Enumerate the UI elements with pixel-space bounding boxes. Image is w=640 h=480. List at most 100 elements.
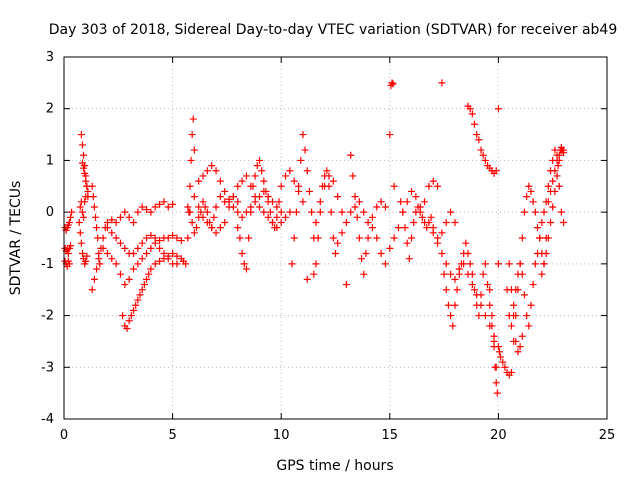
- data-point: [82, 193, 90, 201]
- data-point: [130, 250, 138, 258]
- data-point: [190, 229, 198, 237]
- data-point: [381, 260, 389, 268]
- data-point: [83, 252, 91, 260]
- data-point: [292, 208, 300, 216]
- data-point: [347, 208, 355, 216]
- data-point: [116, 213, 124, 221]
- data-point: [184, 234, 192, 242]
- data-point: [260, 177, 268, 185]
- data-point: [121, 208, 129, 216]
- data-point: [99, 234, 107, 242]
- data-point: [301, 146, 309, 154]
- data-point: [188, 131, 196, 139]
- data-point: [501, 363, 509, 371]
- data-point: [190, 146, 198, 154]
- data-point: [538, 218, 546, 226]
- data-point: [531, 208, 539, 216]
- data-point: [464, 250, 472, 258]
- data-point: [65, 260, 73, 268]
- data-point: [275, 198, 283, 206]
- data-point: [403, 198, 411, 206]
- data-point: [145, 270, 153, 278]
- data-point: [221, 187, 229, 195]
- data-point: [156, 244, 164, 252]
- data-point: [297, 156, 305, 164]
- data-point: [143, 250, 151, 258]
- y-tick-label: 2: [46, 102, 54, 117]
- data-point: [466, 260, 474, 268]
- data-point: [125, 275, 133, 283]
- data-point: [189, 115, 197, 123]
- data-point: [182, 260, 190, 268]
- x-axis-label: GPS time / hours: [276, 458, 393, 474]
- data-point: [364, 218, 372, 226]
- data-point: [507, 286, 515, 294]
- data-point: [560, 149, 568, 157]
- data-point: [132, 301, 140, 309]
- data-point: [234, 182, 242, 190]
- data-point: [203, 167, 211, 175]
- data-point: [516, 343, 524, 351]
- data-point: [305, 187, 313, 195]
- plot-frame: [63, 56, 608, 420]
- data-point: [327, 208, 335, 216]
- data-point: [397, 198, 405, 206]
- data-point: [421, 198, 429, 206]
- data-point: [471, 120, 479, 128]
- x-tick-label: 25: [599, 428, 616, 443]
- data-point: [494, 343, 502, 351]
- data-point: [440, 270, 448, 278]
- data-point: [290, 177, 298, 185]
- data-point: [299, 198, 307, 206]
- data-point: [540, 208, 548, 216]
- data-point: [76, 229, 84, 237]
- data-point: [125, 317, 133, 325]
- data-point: [138, 255, 146, 263]
- data-point: [505, 260, 513, 268]
- data-point: [112, 234, 120, 242]
- data-point: [457, 260, 465, 268]
- data-point: [242, 172, 250, 180]
- data-point: [544, 182, 552, 190]
- data-point: [116, 239, 124, 247]
- data-point: [64, 250, 72, 258]
- data-point: [523, 193, 531, 201]
- x-tick-label: 20: [490, 428, 507, 443]
- data-point: [242, 265, 250, 273]
- data-point: [225, 203, 233, 211]
- data-point: [234, 208, 242, 216]
- y-tick-label: -1: [41, 257, 54, 272]
- data-point: [299, 131, 307, 139]
- data-point: [197, 208, 205, 216]
- data-point: [82, 257, 90, 265]
- data-point: [186, 182, 194, 190]
- data-point: [112, 260, 120, 268]
- data-point: [444, 301, 452, 309]
- data-point: [216, 224, 224, 232]
- data-point: [82, 177, 90, 185]
- data-point: [316, 198, 324, 206]
- data-point: [290, 234, 298, 242]
- data-point: [477, 146, 485, 154]
- data-point: [525, 182, 533, 190]
- data-point: [316, 208, 324, 216]
- x-tick-label: 5: [168, 428, 176, 443]
- data-point: [329, 177, 337, 185]
- data-point: [486, 286, 494, 294]
- data-point: [76, 203, 84, 211]
- data-point: [360, 270, 368, 278]
- data-point: [434, 239, 442, 247]
- data-point: [310, 270, 318, 278]
- data-point: [553, 156, 561, 164]
- data-point: [544, 198, 552, 206]
- data-point: [229, 193, 237, 201]
- data-point: [80, 164, 88, 172]
- data-point: [89, 193, 97, 201]
- data-point: [134, 260, 142, 268]
- chart-title: Day 303 of 2018, Sidereal Day-to-day VTE…: [49, 22, 618, 38]
- data-point: [491, 363, 499, 371]
- data-point: [108, 255, 116, 263]
- data-point: [408, 234, 416, 242]
- data-point: [533, 224, 541, 232]
- data-point: [358, 255, 366, 263]
